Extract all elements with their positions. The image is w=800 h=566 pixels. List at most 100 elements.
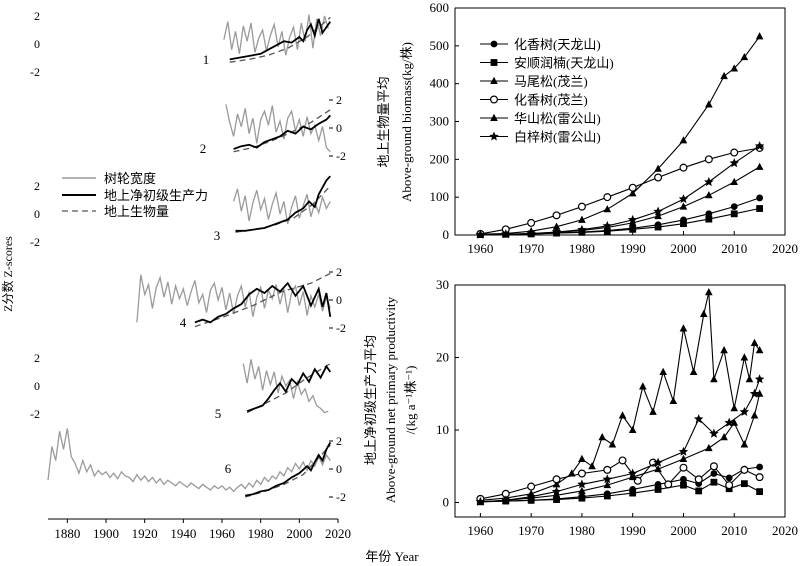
npp-x-tick-label: 2010 [721, 523, 747, 538]
biomass-x-tick-label: 2000 [670, 241, 696, 256]
npp-data-point [741, 353, 749, 360]
site-4-y-tick-label: -2 [336, 321, 346, 335]
npp-data-point [665, 481, 672, 488]
biomass-y-tick-label: 0 [443, 227, 450, 242]
biomass-data-point [553, 212, 560, 219]
site-label: 5 [215, 406, 222, 421]
left-x-tick-label: 2000 [286, 526, 312, 541]
biomass-data-point [731, 203, 738, 210]
biomass-legend-marker [490, 77, 498, 84]
biomass-data-point [629, 184, 636, 191]
left-x-tick-label: 1940 [170, 526, 196, 541]
npp-data-point [659, 368, 667, 375]
biomass-legend-marker [489, 132, 499, 141]
npp-data-point [741, 466, 748, 473]
npp-y-tick-label: 10 [436, 422, 449, 437]
site-6-biomass-line [245, 445, 330, 497]
npp-series-2 [477, 288, 764, 503]
biomass-legend-label: 化香树(茂兰) [514, 93, 588, 108]
site-6-y-tick-label: 0 [336, 462, 342, 476]
site-label: 4 [180, 315, 187, 330]
biomass-y-label-cn: 地上生物量平均 [376, 76, 391, 167]
site-label: 1 [203, 52, 210, 67]
npp-data-point [619, 411, 627, 418]
left-x-tick-label: 1960 [209, 526, 235, 541]
npp-data-point [655, 486, 662, 493]
biomass-data-point [528, 219, 535, 226]
site-6-y-tick-label: 2 [336, 434, 342, 448]
site-3-y-tick-label: 2 [34, 179, 40, 193]
left-x-tick-label: 1900 [93, 526, 119, 541]
biomass-y-label-en: Above-ground biomass(kg/株) [399, 42, 414, 202]
left-legend: 树轮宽度 地上净初级生产力 地上生物量 [62, 171, 208, 219]
biomass-data-point [680, 220, 687, 227]
npp-data-point [756, 488, 763, 495]
npp-y-label-cn: 地上净初级生产力平均 [363, 335, 378, 465]
npp-panel: 19601970198019902000201020200102030 地上净初… [363, 277, 798, 538]
npp-data-point [695, 488, 702, 495]
biomass-x-tick-label: 1970 [518, 241, 544, 256]
biomass-y-axis-label: 地上生物量平均 Above-ground biomass(kg/株) [376, 42, 414, 202]
biomass-legend: 化香树(天龙山)安顺润楠(天龙山)马尾松(茂兰)化香树(茂兰)华山松(雷公山)白… [480, 37, 614, 145]
site-3-y-tick-label: -2 [30, 235, 40, 249]
site-1-y-tick-label: -2 [30, 65, 40, 79]
npp-y-label-unit: /(kg a⁻¹株⁻¹) [403, 366, 418, 435]
biomass-legend-marker [490, 114, 498, 121]
legend-label-bio: 地上生物量 [104, 204, 169, 219]
site-1-ring-line [224, 15, 328, 56]
npp-data-point [604, 493, 611, 500]
npp-data-point [619, 457, 626, 464]
npp-series-line [480, 394, 759, 502]
npp-data-point [649, 408, 657, 415]
npp-data-point [751, 339, 759, 346]
biomass-y-tick-label: 100 [430, 189, 450, 204]
biomass-data-point [756, 205, 763, 212]
biomass-data-point [579, 203, 586, 210]
npp-data-point [755, 374, 765, 383]
npp-data-point [695, 476, 702, 483]
site-5-ring-line [243, 359, 328, 412]
biomass-data-point [705, 216, 712, 223]
npp-data-point [553, 476, 560, 483]
left-x-tick-label: 2020 [325, 526, 351, 541]
npp-data-point [578, 455, 586, 462]
npp-data-point [679, 447, 689, 456]
site-2-y-tick-label: -2 [336, 149, 346, 163]
npp-x-tick-label: 1960 [467, 523, 493, 538]
biomass-legend-marker [491, 96, 498, 103]
site-4: 420-2 [137, 265, 346, 335]
site-4-y-tick-label: 2 [336, 265, 342, 279]
site-6: 620-2 [48, 428, 346, 504]
npp-data-point [726, 482, 733, 489]
site-label: 3 [214, 228, 221, 243]
site-5-y-tick-label: 2 [34, 351, 40, 365]
biomass-data-point [705, 156, 712, 163]
npp-data-point [690, 368, 698, 375]
npp-data-point [711, 470, 718, 477]
site-1-y-tick-label: 0 [34, 37, 40, 51]
npp-series-4 [477, 390, 764, 505]
npp-data-point [680, 476, 687, 483]
npp-data-point [741, 440, 749, 447]
biomass-y-tick-label: 400 [430, 76, 450, 91]
left-x-axis-label: 年份 Year [365, 549, 419, 564]
site-2-y-tick-label: 0 [336, 121, 342, 135]
npp-data-point [756, 464, 763, 471]
npp-data-point [670, 397, 678, 404]
left-sites: 120-2220-2320-2420-2520-2620-2 [30, 9, 346, 504]
biomass-data-point [756, 32, 764, 39]
left-panel: 18801900192019401960198020002020 120-222… [0, 9, 419, 564]
biomass-x-tick-label: 1990 [620, 241, 646, 256]
biomass-data-point [679, 194, 689, 203]
biomass-legend-marker [491, 59, 498, 66]
npp-data-point [680, 482, 687, 489]
biomass-data-point [720, 72, 728, 79]
biomass-legend-label: 化香树(天龙山) [514, 37, 601, 52]
npp-series [476, 288, 765, 506]
npp-data-point [705, 288, 713, 295]
site-5-y-tick-label: 0 [34, 379, 40, 393]
site-4-ring-line [137, 275, 330, 323]
left-x-tick-label: 1920 [132, 526, 158, 541]
biomass-data-point [731, 149, 738, 156]
npp-data-point [680, 324, 688, 331]
